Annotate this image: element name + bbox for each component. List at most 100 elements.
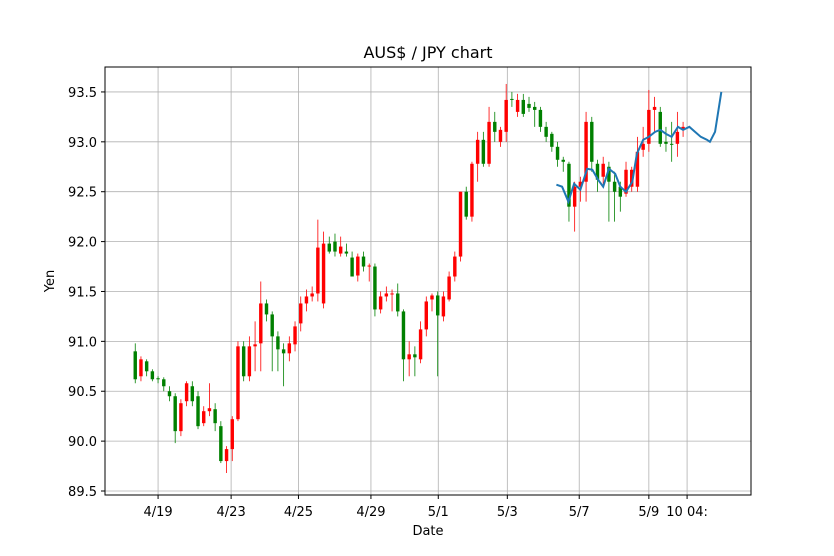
candle-body [327, 243, 331, 252]
overlay-line [556, 91, 723, 205]
candle-body [190, 386, 195, 402]
candle-body [396, 293, 400, 312]
candle-body [213, 409, 217, 424]
candle-body [367, 265, 371, 267]
candle-body [430, 295, 434, 300]
candle-body [607, 166, 611, 182]
candle-body [413, 354, 417, 358]
candle-body [578, 181, 583, 187]
candle-body [652, 106, 657, 110]
candle-body [675, 131, 680, 144]
y-tick-label: 91.0 [68, 335, 97, 350]
candle-body [418, 329, 423, 360]
candle-body [424, 301, 428, 330]
candle-body [612, 181, 617, 192]
candle-body [458, 191, 463, 257]
x-tick-label: 5/9 [638, 505, 659, 520]
x-tick-label: 5/7 [569, 505, 590, 520]
candle-body [356, 256, 360, 276]
candle-body [510, 98, 514, 100]
candle-body [179, 403, 183, 432]
candle-body [658, 111, 662, 144]
y-tick-label: 89.5 [68, 485, 97, 500]
candle-body [293, 326, 297, 345]
candle-body [453, 256, 457, 277]
candle-body [202, 411, 206, 424]
candle-body [435, 295, 440, 316]
y-tick-label: 90.0 [68, 435, 97, 450]
candle-body [664, 141, 668, 144]
candle-body [635, 151, 640, 187]
candle-body [481, 139, 486, 164]
candle-body [156, 378, 160, 380]
candle-body [464, 191, 468, 217]
candle-body [538, 109, 543, 127]
candle-body [287, 343, 292, 354]
candle-body [561, 159, 565, 162]
candle-body [139, 359, 143, 377]
y-tick-label: 90.5 [68, 385, 97, 400]
y-tick-label: 92.5 [68, 186, 97, 201]
candle-body [253, 344, 257, 347]
candle-body [550, 133, 554, 147]
candle-body [299, 303, 303, 324]
candle-body [624, 169, 628, 194]
candle-body [264, 303, 269, 315]
candle-body [207, 408, 212, 412]
candle-body [572, 186, 577, 207]
chart-title: AUS$ / JPY chart [363, 43, 492, 62]
x-axis-label: Date [412, 524, 443, 539]
candle-body [162, 379, 166, 387]
y-axis-label: Yen [43, 270, 58, 293]
candle-body [236, 346, 240, 420]
candle-body [321, 243, 326, 304]
candle-body [219, 426, 223, 462]
candle-body [618, 186, 623, 197]
candle-body [390, 293, 394, 295]
candle-body [407, 354, 411, 360]
x-tick-label: 4/23 [217, 505, 246, 520]
candle-body [276, 336, 280, 350]
candle-body [281, 349, 286, 354]
candle-body [333, 241, 337, 252]
candle-body [527, 103, 531, 108]
y-tick-label: 92.0 [68, 236, 97, 251]
candle-body [647, 109, 651, 144]
candle-body [247, 346, 252, 377]
x-tick-label: 4/19 [143, 505, 172, 520]
candle-body [475, 139, 480, 164]
y-tick-label: 93.0 [68, 136, 97, 151]
candle-body [259, 303, 263, 344]
candle-body [441, 296, 446, 317]
candle-body [133, 351, 137, 380]
candle-body [150, 371, 155, 380]
x-tick-label: 4/29 [356, 505, 385, 520]
candle-body [304, 296, 309, 304]
candle-body [521, 99, 526, 114]
candle-body [350, 257, 354, 277]
x-tick-label: 4/25 [284, 505, 313, 520]
candle-body [567, 163, 571, 207]
candle-body [241, 346, 246, 377]
candle-body [601, 163, 605, 177]
candle-body [630, 169, 634, 187]
candle-body [384, 293, 389, 297]
candle-body [544, 126, 548, 137]
candle-body [584, 121, 588, 182]
candle-body [401, 311, 406, 360]
candle-body [196, 396, 200, 427]
candle-body [533, 106, 537, 110]
candle-body [487, 121, 491, 164]
candle-body [144, 361, 149, 372]
x-tick-label: 5/3 [497, 505, 518, 520]
y-tick-label: 93.5 [68, 86, 97, 101]
candle-body [316, 247, 320, 294]
candle-body [270, 314, 274, 337]
candle-body [590, 121, 594, 162]
candle-body [373, 266, 377, 310]
candle-body [681, 126, 685, 130]
candle-body [470, 163, 474, 217]
candle-body [378, 296, 383, 310]
candle-body [338, 246, 343, 254]
